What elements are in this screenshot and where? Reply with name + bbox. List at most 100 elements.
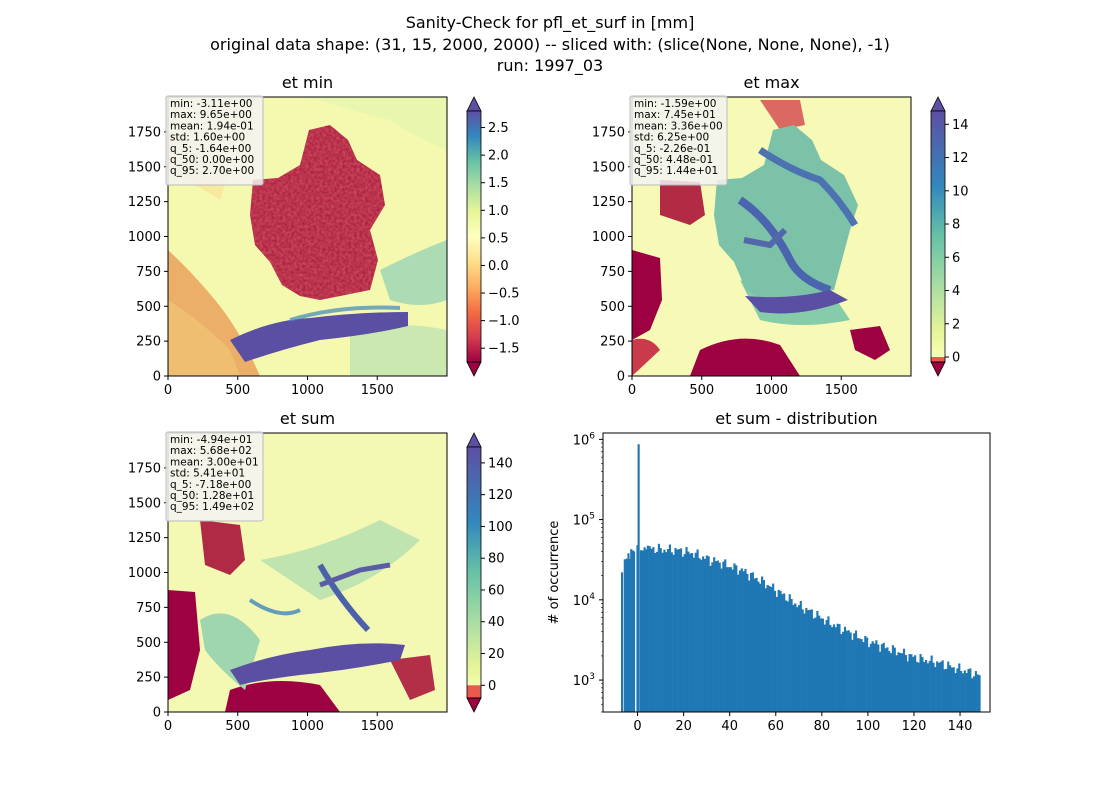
colorbar-extend-max [930, 96, 946, 112]
y-tick-label: 0 [617, 370, 625, 385]
histogram-bar [836, 623, 839, 712]
y-tick-label: 103 [573, 672, 595, 689]
colorbar-et-sum: 0 20 40 60 80 100 120 140 [466, 432, 513, 713]
histogram-bar [890, 653, 893, 712]
histogram-bar [884, 648, 887, 712]
histogram-bar [772, 583, 775, 712]
x-tick-label: 0 [164, 719, 172, 734]
histogram-bar [628, 558, 631, 712]
histogram-bars [620, 444, 981, 712]
histogram-bar [917, 662, 920, 712]
histogram-bar [939, 661, 942, 712]
histogram-bar [943, 669, 946, 712]
histogram-bar [831, 627, 834, 712]
stats-line: q_5: -7.18e+00 [170, 479, 251, 491]
histogram-bar [827, 616, 830, 712]
histogram-bar [620, 572, 624, 712]
y-tick-label: 250 [136, 335, 161, 350]
histogram-bar [764, 588, 767, 712]
histogram-ylabel: # of occurrence [547, 521, 562, 625]
histogram-bar [906, 661, 909, 712]
stats-box-frame [165, 431, 264, 522]
stats-box-frame [629, 95, 728, 186]
histogram-bar [786, 601, 789, 712]
y-tick-label: 250 [600, 335, 625, 350]
histogram-bar [947, 661, 950, 712]
histogram-bar [965, 673, 968, 712]
histogram-bar [779, 590, 782, 712]
colorbar-tick-label: 2.5 [488, 121, 509, 136]
histogram-bar [796, 607, 799, 712]
stats-line: q_50: 1.28e+01 [170, 490, 254, 502]
y-tick-label: 1750 [592, 125, 625, 140]
colorbar-et-max: 0 2 4 6 8 10 12 14 [930, 96, 969, 377]
histogram-bar [740, 568, 743, 712]
histogram-bar [753, 578, 756, 712]
histogram-bar [862, 642, 865, 712]
histogram-bar [792, 604, 795, 712]
x-tick-label: 40 [721, 719, 738, 734]
histogram-bar [661, 552, 664, 712]
histogram-bar [956, 668, 959, 712]
colorbar-tick-label: 20 [488, 647, 505, 662]
histogram-bar [716, 560, 719, 712]
histogram-bar [821, 618, 824, 712]
x-tick-label: 100 [855, 719, 880, 734]
histogram-bar [842, 631, 845, 712]
stats-line: std: 1.60e+00 [170, 132, 245, 144]
histogram-bar [692, 557, 695, 712]
colorbar-negative-band [467, 685, 481, 698]
colorbar-gradient [467, 111, 481, 362]
histogram-bar [645, 549, 648, 712]
histogram-bar [731, 569, 734, 712]
histogram-bar [790, 598, 793, 712]
histogram-bar [707, 556, 710, 712]
histogram-bar [910, 654, 913, 712]
plot-title-et-sum: et sum [280, 409, 335, 428]
stats-line: max: 7.45e+01 [634, 109, 716, 121]
histogram-bar [636, 545, 639, 712]
histogram-bar [694, 552, 697, 712]
x-tick-label: 500 [225, 383, 250, 398]
colorbar-tick-label: 40 [488, 615, 505, 630]
colorbar-tick-label: 60 [488, 583, 505, 598]
y-tick-label: 105 [573, 512, 595, 529]
histogram-bar [963, 670, 966, 712]
histogram-bar [668, 544, 672, 712]
colorbar-et-min: −1.5 −1.0 −0.5 0.0 0.5 1.0 1.5 2.0 2.5 [466, 96, 520, 377]
histogram-bar [866, 637, 869, 712]
colorbar-extend-max [466, 432, 482, 448]
colorbar-extend-min [466, 361, 482, 377]
histogram-bar [744, 568, 747, 712]
stats-line: min: -1.59e+00 [634, 98, 716, 110]
x-tick-label: 1500 [825, 383, 858, 398]
colorbar-tick-label: 0 [488, 679, 496, 694]
colorbar-tick-label: 0.0 [488, 259, 509, 274]
histogram-bar [773, 590, 777, 712]
histogram-bar [945, 668, 948, 712]
x-tick-label: 500 [225, 719, 250, 734]
histogram-bar [714, 561, 718, 712]
histogram-bar [681, 556, 684, 712]
histogram-bar [814, 617, 817, 712]
histogram-bar [967, 669, 970, 712]
histogram-bar [646, 545, 649, 712]
histogram-bar [705, 555, 708, 712]
histogram-bar [641, 550, 644, 712]
y-tick-label: 500 [600, 300, 625, 315]
plot-title-distribution: et sum - distribution [715, 409, 877, 428]
histogram-bar [869, 643, 872, 712]
colorbar-extend-min [466, 697, 482, 713]
histogram-bar [724, 559, 727, 712]
histogram-bar [913, 655, 917, 712]
histogram-bar [700, 559, 703, 712]
colorbar-extend-max [466, 96, 482, 112]
histogram-bar [742, 571, 745, 712]
histogram-bar [749, 572, 753, 712]
colorbar-tick-label: 1.5 [488, 176, 509, 191]
y-tick-label: 1500 [128, 160, 161, 175]
histogram-bar [919, 654, 922, 712]
y-tick-label: 104 [573, 592, 596, 609]
